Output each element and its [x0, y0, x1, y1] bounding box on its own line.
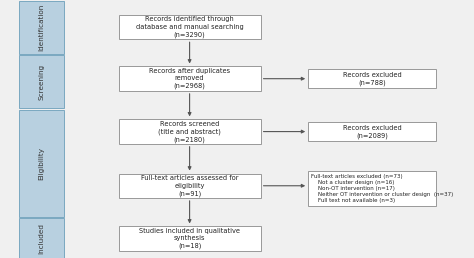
- Text: Records excluded
(n=2089): Records excluded (n=2089): [343, 125, 401, 139]
- Bar: [118, 173, 261, 198]
- Text: Records screened
(title and abstract)
(n=2180): Records screened (title and abstract) (n…: [158, 120, 221, 143]
- Bar: [118, 67, 261, 91]
- Bar: [118, 227, 261, 251]
- Text: Studies included in qualitative
synthesis
(n=18): Studies included in qualitative synthesi…: [139, 228, 240, 249]
- Text: Eligibility: Eligibility: [39, 147, 45, 180]
- Bar: [19, 110, 64, 217]
- Text: Records excluded
(n=788): Records excluded (n=788): [343, 72, 401, 86]
- Bar: [19, 55, 64, 108]
- Bar: [118, 119, 261, 144]
- Bar: [308, 171, 436, 206]
- Bar: [118, 15, 261, 39]
- Bar: [19, 218, 64, 258]
- Text: Identification: Identification: [39, 4, 45, 51]
- Bar: [19, 1, 64, 54]
- Text: Included: Included: [39, 222, 45, 254]
- Text: Screening: Screening: [39, 64, 45, 100]
- Bar: [308, 69, 436, 88]
- Text: Records identified through
database and manual searching
(n=3290): Records identified through database and …: [136, 16, 244, 38]
- Text: Full-text articles assessed for
eligibility
(n=91): Full-text articles assessed for eligibil…: [141, 175, 238, 197]
- Text: Full-text articles excluded (n=73)
    Not a cluster design (n=16)
    Non-OT in: Full-text articles excluded (n=73) Not a…: [311, 174, 454, 203]
- Text: Records after duplicates
removed
(n=2968): Records after duplicates removed (n=2968…: [149, 68, 230, 90]
- Bar: [308, 122, 436, 141]
